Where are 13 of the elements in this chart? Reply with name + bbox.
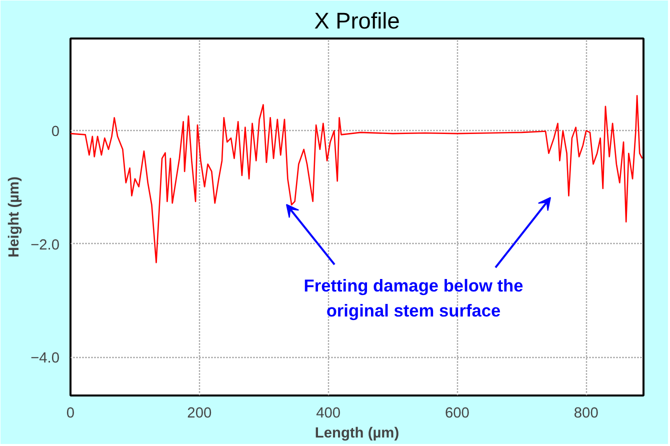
x-tick-label: 0: [66, 406, 75, 422]
x-tick-label: 400: [316, 406, 341, 422]
x-tick-label: 600: [445, 406, 470, 422]
line-series: [70, 94, 643, 264]
y-tick-label: 0: [51, 124, 60, 140]
x-tick-label: 200: [187, 406, 212, 422]
annotation: Fretting damage below the original stem surface: [304, 276, 524, 320]
y-axis-title: Height (µm): [6, 176, 23, 258]
x-axis-title: Length (µm): [314, 426, 400, 442]
x-tick-label: 800: [574, 406, 598, 422]
y-tick-label: −4.0: [30, 350, 60, 367]
chart-title: X Profile: [314, 8, 400, 34]
y-tick-label: −2.0: [30, 237, 60, 254]
